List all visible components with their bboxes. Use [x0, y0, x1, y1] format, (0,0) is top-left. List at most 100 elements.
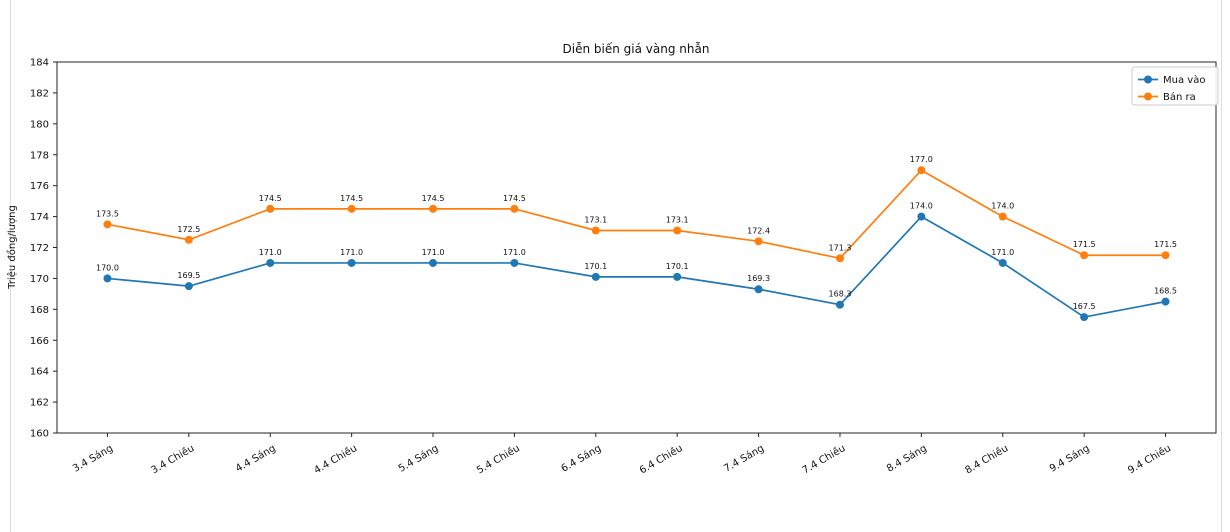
data-label: 168.5 — [1154, 287, 1177, 296]
data-label: 172.4 — [747, 226, 770, 235]
x-tick-label: 8.4 Sáng — [885, 442, 929, 475]
data-point — [510, 204, 519, 213]
x-tick-label: 7.4 Sáng — [722, 442, 766, 475]
data-label: 172.5 — [177, 225, 200, 234]
data-point — [184, 282, 193, 291]
data-point — [266, 258, 275, 267]
data-label: 174.5 — [503, 194, 526, 203]
data-point — [673, 272, 682, 281]
data-label: 171.3 — [829, 243, 852, 252]
data-label: 169.5 — [177, 271, 200, 280]
data-point — [510, 258, 519, 267]
x-tick-label: 9.4 Sáng — [1047, 442, 1091, 475]
y-tick-label: 170 — [30, 274, 49, 285]
y-tick-label: 172 — [30, 243, 49, 254]
legend-label: Bán ra — [1163, 91, 1196, 103]
x-tick-label: 3.4 Chiều — [149, 442, 196, 476]
data-point — [184, 235, 193, 244]
data-point — [998, 212, 1007, 221]
data-label: 174.5 — [422, 194, 445, 203]
x-tick-label: 6.4 Chiều — [637, 442, 684, 476]
y-tick-label: 184 — [30, 58, 49, 69]
y-tick-label: 164 — [30, 367, 49, 378]
data-point — [103, 274, 112, 283]
data-label: 171.0 — [259, 248, 282, 257]
data-point — [1161, 297, 1170, 306]
y-tick-label: 160 — [30, 429, 49, 440]
data-label: 170.1 — [666, 262, 689, 271]
data-point — [1080, 251, 1089, 260]
data-point — [1161, 251, 1170, 260]
y-axis-label: Triệu đồng/lượng — [6, 205, 18, 290]
data-point — [835, 300, 844, 309]
data-point — [673, 226, 682, 235]
data-point — [591, 272, 600, 281]
x-tick-label: 5.4 Chiều — [475, 442, 522, 476]
data-point — [835, 254, 844, 263]
plot-border — [56, 61, 1217, 434]
series-line-bán-ra — [107, 169, 1166, 260]
data-label: 168.3 — [829, 290, 852, 299]
x-tick-label: 8.4 Chiều — [963, 442, 1010, 476]
data-point — [917, 166, 926, 175]
data-label: 177.0 — [910, 155, 933, 164]
y-tick-label: 168 — [30, 305, 49, 316]
data-point — [429, 258, 438, 267]
data-point — [917, 212, 926, 221]
x-tick-label: 7.4 Chiều — [800, 442, 847, 476]
data-label: 173.5 — [96, 209, 119, 218]
legend-marker — [1144, 92, 1152, 101]
data-label: 167.5 — [1073, 302, 1096, 311]
legend: Mua vào Bán ra — [1131, 66, 1219, 106]
x-tick-label: 6.4 Sáng — [559, 442, 603, 475]
data-label: 171.5 — [1073, 240, 1096, 249]
data-point — [1080, 313, 1089, 322]
card-left-border — [10, 0, 11, 532]
y-tick-label: 166 — [30, 336, 49, 347]
x-tick-label: 9.4 Chiều — [1126, 442, 1173, 476]
card-right-border — [1221, 0, 1222, 532]
data-point — [998, 258, 1007, 267]
data-label: 173.1 — [666, 215, 689, 224]
plot-series: 170.0 169.5 171.0 171.0 171.0 171.0 170.1 170.1… — [96, 155, 1177, 322]
y-tick-label: 180 — [30, 119, 49, 130]
data-point — [429, 204, 438, 213]
data-label: 174.0 — [910, 202, 933, 211]
data-label: 171.0 — [991, 248, 1014, 257]
data-label: 174.5 — [259, 194, 282, 203]
data-point — [347, 204, 356, 213]
x-tick-label: 5.4 Sáng — [396, 442, 440, 475]
axes: 160 162 164 166 168 170 172 174 176 178 180 182 184 3… — [30, 58, 1217, 476]
data-label: 171.0 — [503, 248, 526, 257]
data-point — [754, 237, 763, 246]
data-label: 170.1 — [584, 262, 607, 271]
data-point — [266, 204, 275, 213]
data-point — [754, 285, 763, 294]
data-point — [347, 258, 356, 267]
legend-box — [1131, 66, 1219, 106]
legend-label: Mua vào — [1163, 74, 1205, 86]
data-label: 171.5 — [1154, 240, 1177, 249]
data-label: 174.0 — [991, 202, 1014, 211]
x-tick-label: 4.4 Sáng — [233, 442, 277, 475]
data-label: 173.1 — [584, 215, 607, 224]
x-tick-label: 4.4 Chiều — [312, 442, 359, 476]
data-label: 170.0 — [96, 263, 119, 272]
data-label: 169.3 — [747, 274, 770, 283]
data-point — [591, 226, 600, 235]
data-label: 171.0 — [422, 248, 445, 257]
chart-title: Diễn biến giá vàng nhẫn — [563, 42, 710, 56]
data-point — [103, 220, 112, 229]
data-label: 174.5 — [340, 194, 363, 203]
y-tick-label: 182 — [30, 88, 49, 99]
y-tick-label: 174 — [30, 212, 49, 223]
x-tick-label: 3.4 Sáng — [71, 442, 115, 475]
series-line-mua-vào — [107, 215, 1166, 318]
legend-marker — [1144, 75, 1152, 84]
y-tick-label: 178 — [30, 150, 49, 161]
y-tick-label: 176 — [30, 181, 49, 192]
data-label: 171.0 — [340, 248, 363, 257]
y-tick-label: 162 — [30, 398, 49, 409]
